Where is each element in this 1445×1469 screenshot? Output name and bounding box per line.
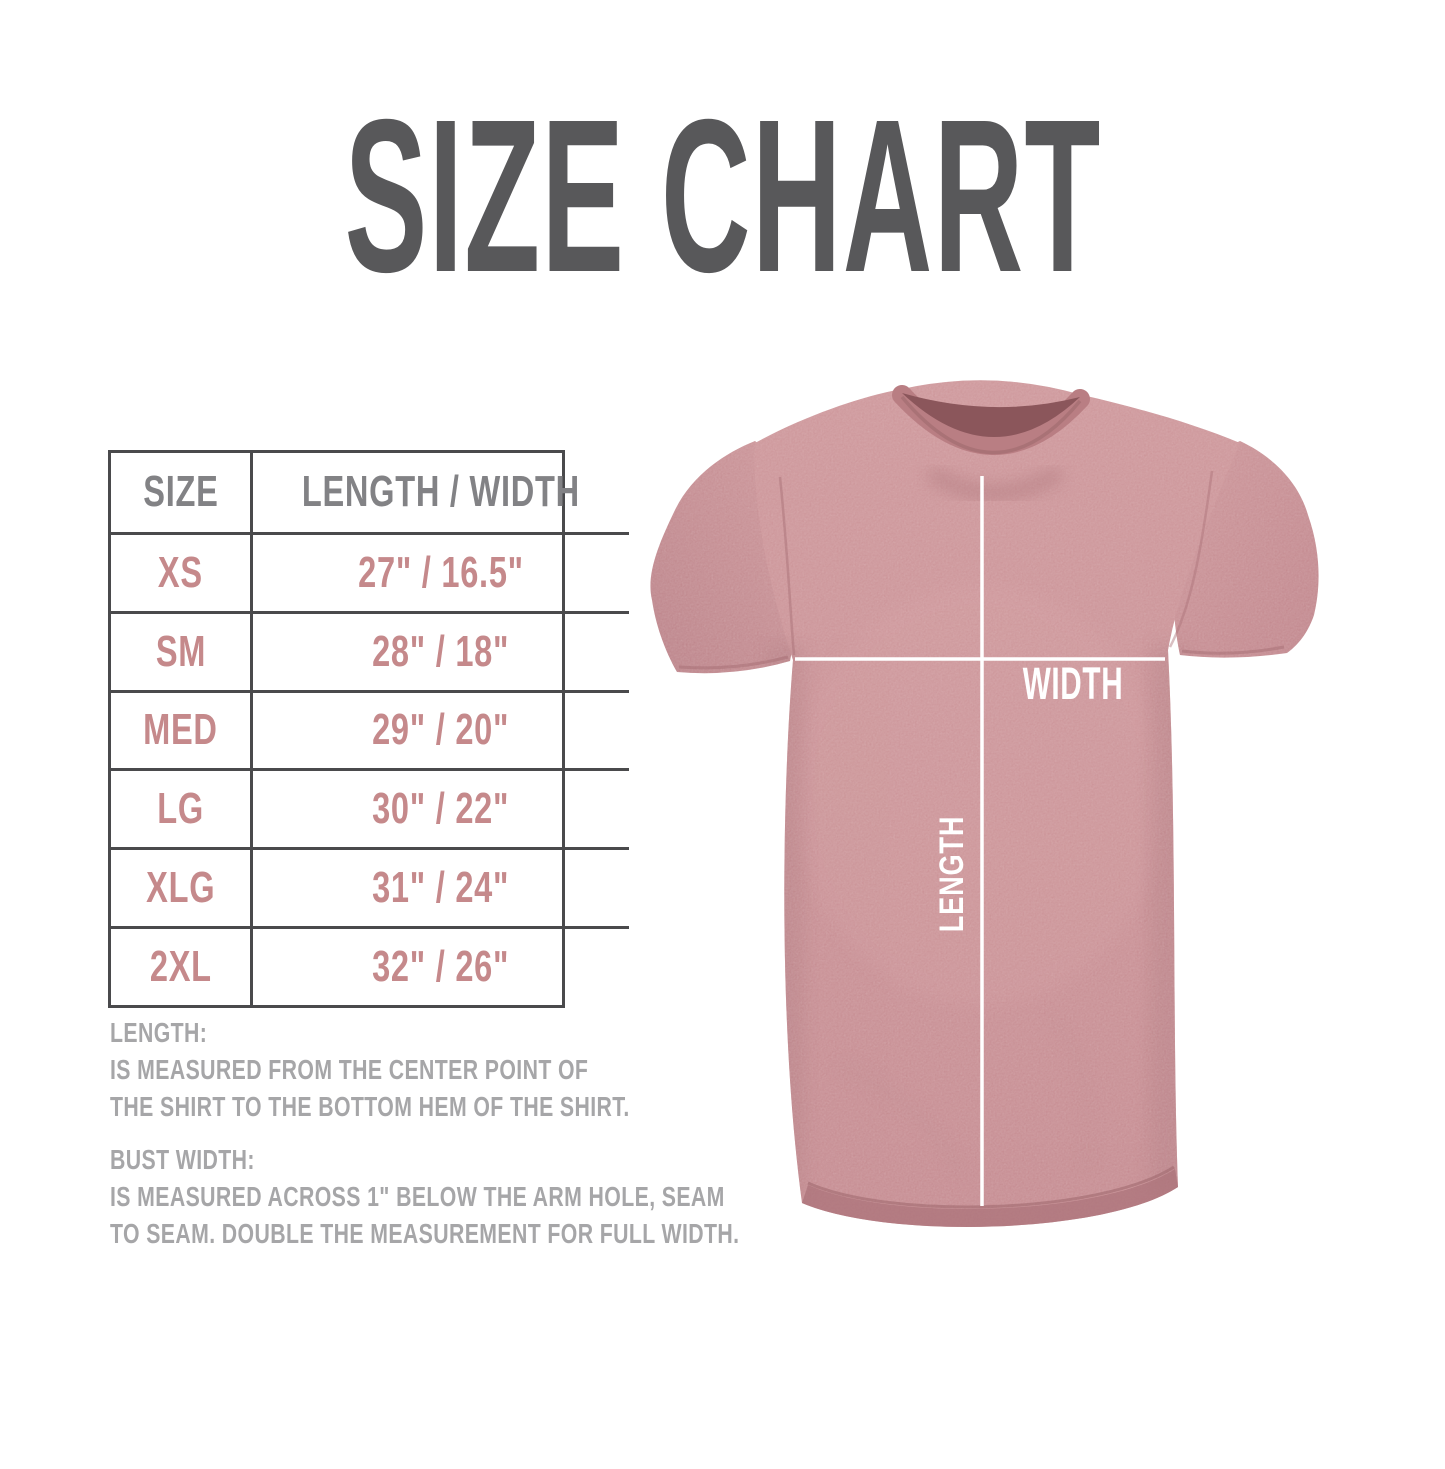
- length-label: LENGTH: [932, 816, 971, 933]
- measurement-cell-2xl: 32" / 26": [250, 926, 629, 1005]
- size-column-header: SIZE: [142, 467, 219, 517]
- page-title-text: SIZE CHART: [344, 75, 1101, 318]
- length-note-line1: IS MEASURED FROM THE CENTER POINT OF: [110, 1054, 589, 1085]
- bust-note-line2: TO SEAM. DOUBLE THE MEASUREMENT FOR FULL…: [110, 1218, 740, 1249]
- size-cell-med: MED: [111, 689, 250, 769]
- size-cell-sm: SM: [111, 610, 250, 690]
- length-note-line2: THE SHIRT TO THE BOTTOM HEM OF THE SHIRT…: [110, 1091, 630, 1122]
- measurement-cell-med: 29" / 20": [250, 689, 629, 769]
- size-table: SIZE LENGTH / WIDTH XS 27" / 16.5" SM 28…: [108, 450, 629, 1008]
- size-cell-lg: LG: [111, 768, 250, 847]
- page-title: SIZE CHART: [0, 88, 1445, 306]
- tshirt-shading: [650, 380, 1319, 1227]
- measurement-cell-lg: 30" / 22": [250, 768, 629, 848]
- measurement-lines: WIDTH LENGTH: [795, 476, 1165, 1206]
- length-note: LENGTH: IS MEASURED FROM THE CENTER POIN…: [110, 1014, 770, 1125]
- under-collar-shadow: [926, 466, 1064, 500]
- tshirt-image: [650, 380, 1319, 1227]
- measurement-cell-xlg: 31" / 24": [250, 847, 629, 927]
- size-cell-xlg: XLG: [111, 847, 250, 926]
- tshirt-svg: WIDTH LENGTH: [650, 380, 1319, 1227]
- right-sleeve-seam: [1168, 470, 1214, 648]
- collar-band-edge: [900, 395, 1082, 455]
- measurement-notes: LENGTH: IS MEASURED FROM THE CENTER POIN…: [110, 1014, 770, 1252]
- measurement-cell-xs: 27" / 16.5": [250, 531, 629, 611]
- measurement-cell-sm: 28" / 18": [250, 610, 629, 690]
- width-label: WIDTH: [1023, 659, 1124, 710]
- size-cell-2xl: 2XL: [111, 926, 250, 1005]
- measurement-column-header: LENGTH / WIDTH: [250, 453, 629, 532]
- bottom-hem-stitch: [807, 1165, 1175, 1209]
- tshirt-diagram: WIDTH LENGTH: [630, 375, 1330, 1275]
- bust-note-line1: IS MEASURED ACROSS 1" BELOW THE ARM HOLE…: [110, 1181, 725, 1212]
- left-sleeve-hem: [678, 655, 789, 670]
- size-cell-xs: XS: [111, 531, 250, 611]
- bottom-hem-shade: [802, 1169, 1178, 1227]
- left-sleeve-seam: [778, 476, 796, 656]
- length-note-heading: LENGTH:: [110, 1017, 208, 1048]
- right-sleeve-hem: [1181, 645, 1285, 655]
- neck-opening: [902, 393, 1080, 438]
- bust-note-heading: BUST WIDTH:: [110, 1144, 255, 1175]
- bust-width-note: BUST WIDTH: IS MEASURED ACROSS 1" BELOW …: [110, 1141, 770, 1252]
- collar-band: [892, 385, 1090, 455]
